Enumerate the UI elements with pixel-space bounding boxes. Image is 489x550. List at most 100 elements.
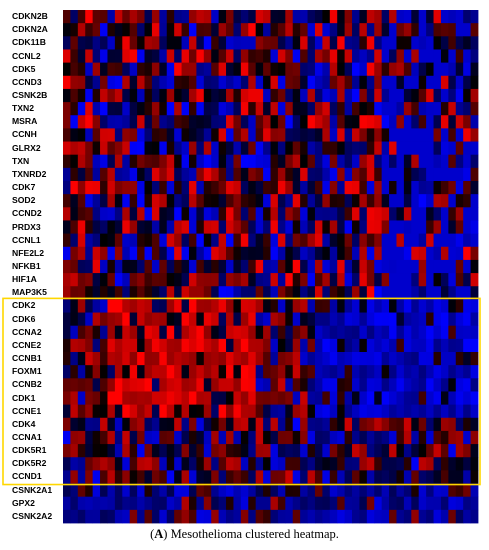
heatmap-cell xyxy=(248,102,257,116)
heatmap-cell xyxy=(196,194,205,208)
heatmap-cell xyxy=(366,352,375,366)
heatmap-cell xyxy=(263,10,271,24)
heatmap-cell xyxy=(344,75,353,90)
heatmap-cell xyxy=(70,194,79,208)
heatmap-cell xyxy=(218,417,227,432)
heatmap-cell xyxy=(240,207,249,221)
heatmap-cell xyxy=(411,220,420,235)
heatmap-cell xyxy=(85,181,94,195)
heatmap-cell xyxy=(300,62,308,77)
heatmap-cell xyxy=(114,36,123,50)
row-label-ccnl2: CCNL2 xyxy=(12,50,41,61)
heatmap-cell xyxy=(359,88,368,103)
heatmap-cell xyxy=(403,36,412,50)
heatmap-cell xyxy=(151,246,160,261)
heatmap-cell xyxy=(337,49,346,64)
heatmap-cell xyxy=(181,444,190,458)
heatmap-cell xyxy=(307,233,316,248)
heatmap-cell xyxy=(366,404,375,419)
heatmap-cell xyxy=(314,167,323,182)
heatmap-row-ccnd2 xyxy=(63,207,479,221)
heatmap-cell xyxy=(181,509,190,524)
heatmap-cell xyxy=(77,75,86,90)
heatmap-cell xyxy=(263,430,271,445)
heatmap-cell xyxy=(396,233,405,248)
heatmap-cell xyxy=(188,141,197,156)
heatmap-cell xyxy=(129,430,138,445)
heatmap-cell xyxy=(92,246,101,261)
heatmap-cell xyxy=(196,62,205,77)
heatmap-cell xyxy=(359,430,368,445)
heatmap-cell xyxy=(374,194,383,208)
heatmap-cell xyxy=(77,49,86,64)
heatmap-cell xyxy=(433,220,442,235)
heatmap-cell xyxy=(359,115,368,129)
heatmap-cell xyxy=(292,352,301,366)
heatmap-cell xyxy=(329,181,338,195)
heatmap-cell xyxy=(77,325,86,340)
heatmap-cell xyxy=(455,233,464,248)
heatmap-cell xyxy=(270,259,279,274)
row-label-cdk5: CDK5 xyxy=(12,63,36,74)
heatmap-cell xyxy=(300,194,308,208)
heatmap-cell xyxy=(85,49,94,64)
heatmap-cell xyxy=(77,457,86,471)
heatmap-cell xyxy=(196,36,205,50)
heatmap-cell xyxy=(151,430,160,445)
heatmap-cell xyxy=(411,115,420,129)
heatmap-cell xyxy=(211,430,220,445)
heatmap-cell xyxy=(374,49,383,64)
heatmap-cell xyxy=(470,246,479,261)
heatmap-cell xyxy=(374,75,383,90)
heatmap-cell xyxy=(63,417,71,432)
heatmap-cell xyxy=(129,338,138,353)
heatmap-cell xyxy=(426,509,434,524)
heatmap-cell xyxy=(137,181,145,195)
heatmap-cell xyxy=(270,378,279,392)
heatmap-cell xyxy=(463,286,471,300)
heatmap-cell xyxy=(100,128,108,142)
heatmap-cell xyxy=(322,154,331,169)
heatmap-cell xyxy=(359,128,368,142)
heatmap-cell xyxy=(418,88,427,103)
heatmap-cell xyxy=(226,509,234,524)
heatmap-cell xyxy=(359,325,368,340)
heatmap-cell xyxy=(418,128,427,142)
heatmap-cell xyxy=(196,102,205,116)
heatmap-cell xyxy=(374,365,383,379)
heatmap-cell xyxy=(448,378,457,392)
heatmap-cell xyxy=(352,338,360,353)
heatmap-cell xyxy=(129,417,138,432)
heatmap-cell xyxy=(203,220,212,235)
heatmap-cell xyxy=(307,404,316,419)
heatmap-cell xyxy=(174,102,182,116)
heatmap-cell xyxy=(300,509,308,524)
heatmap-cell xyxy=(344,378,353,392)
heatmap-cell xyxy=(233,167,242,182)
heatmap-cell xyxy=(240,115,249,129)
heatmap-cell xyxy=(144,483,153,498)
heatmap-cell xyxy=(366,430,375,445)
heatmap-cell xyxy=(137,49,145,64)
heatmap-cell xyxy=(337,417,346,432)
heatmap-cell xyxy=(218,128,227,142)
heatmap-cell xyxy=(233,338,242,353)
heatmap-cell xyxy=(440,194,449,208)
heatmap-cell xyxy=(233,457,242,471)
heatmap-cell xyxy=(137,338,145,353)
heatmap-cell xyxy=(218,391,227,406)
heatmap-cell xyxy=(211,115,220,129)
heatmap-cell xyxy=(389,299,397,313)
heatmap-cell xyxy=(381,352,390,366)
heatmap-row-txn xyxy=(63,154,479,169)
heatmap-cell xyxy=(374,88,383,103)
heatmap-cell xyxy=(314,207,323,221)
heatmap-cell xyxy=(470,141,479,156)
heatmap-cell xyxy=(396,36,405,50)
heatmap-cell xyxy=(63,246,71,261)
heatmap-cell xyxy=(159,194,168,208)
heatmap-cell xyxy=(188,352,197,366)
heatmap-cell xyxy=(248,154,257,169)
heatmap-cell xyxy=(270,391,279,406)
heatmap-cell xyxy=(188,62,197,77)
